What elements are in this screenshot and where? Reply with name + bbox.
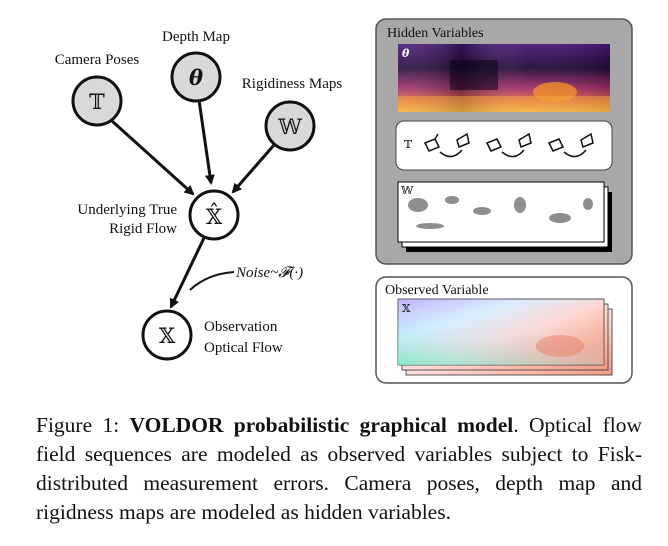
observed-variable-panel: Observed Variable 𝕏 xyxy=(375,276,633,384)
depth-map-tag: θ xyxy=(402,47,410,60)
node-rigidness-maps: 𝕎 xyxy=(264,100,316,152)
observation-label-line2: Optical Flow xyxy=(204,340,283,356)
rigid-flow-label-line1: Underlying True xyxy=(77,202,177,218)
camera-poses-tag: 𝕋 xyxy=(404,138,413,151)
optical-flow-tag: 𝕏 xyxy=(402,302,411,315)
observation-symbol: 𝕏 xyxy=(159,324,176,348)
rigid-flow-label-line2: Rigid Flow xyxy=(109,221,177,237)
caption-bold: VOLDOR probabilistic graphical model xyxy=(129,413,514,437)
optical-flow-image: 𝕏 xyxy=(397,298,613,376)
depth-map-label: Depth Map xyxy=(162,29,230,45)
noise-arrow xyxy=(189,271,235,291)
edge-rigidness-to-rigidflow xyxy=(231,144,276,194)
observed-variable-title: Observed Variable xyxy=(385,283,489,298)
depth-map-symbol: θ xyxy=(189,65,203,90)
noise-label: Noise~𝓕(·) xyxy=(235,265,303,281)
rigidness-maps-label: Rigidiness Maps xyxy=(242,76,343,92)
graphical-model-figure: 𝕋 Camera Poses θ Depth Map 𝕎 Rigidiness … xyxy=(55,18,633,384)
camera-poses-image: 𝕋 xyxy=(395,120,613,171)
hidden-variables-panel: Hidden Variables θ 𝕋 xyxy=(375,18,633,265)
node-depth-map: θ xyxy=(170,51,222,103)
edge-depth-to-rigidflow xyxy=(197,99,215,185)
edge-camera-to-rigidflow xyxy=(110,119,195,196)
node-camera-poses: 𝕋 xyxy=(71,75,123,127)
hidden-variables-title: Hidden Variables xyxy=(387,26,484,41)
camera-icon xyxy=(423,132,594,158)
edge-rigidflow-to-observation xyxy=(169,237,206,309)
node-rigid-flow: 𝕏̂ xyxy=(188,189,240,241)
node-observation: 𝕏 xyxy=(141,309,193,361)
caption-prefix: Figure 1: xyxy=(36,413,130,437)
camera-poses-symbol: 𝕋 xyxy=(89,90,105,114)
depth-map-image: θ xyxy=(398,44,610,112)
rigidness-maps-image: 𝕎 xyxy=(397,181,612,252)
rigid-flow-symbol: 𝕏̂ xyxy=(206,203,223,229)
rigidness-maps-tag: 𝕎 xyxy=(400,184,414,197)
caption-rest: . Optical flow field sequences are model… xyxy=(36,413,642,524)
camera-poses-label: Camera Poses xyxy=(55,52,140,68)
figure-caption: Figure 1: VOLDOR probabilistic graphical… xyxy=(36,411,642,527)
rigidness-maps-symbol: 𝕎 xyxy=(277,115,302,139)
observation-label-line1: Observation xyxy=(204,319,278,335)
